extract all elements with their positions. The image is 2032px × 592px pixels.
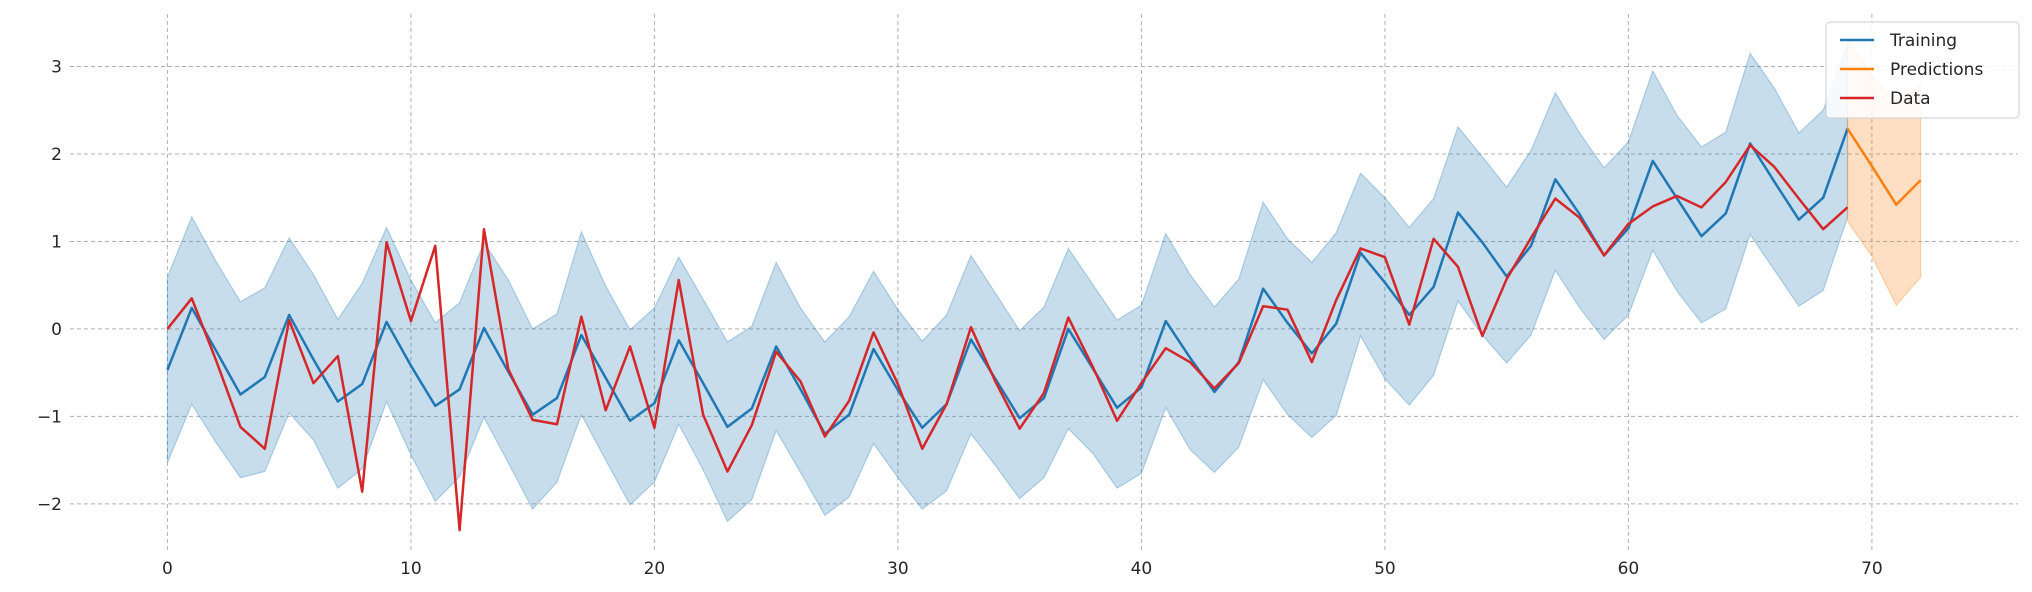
x-tick-label-70: 70 <box>1861 559 1883 579</box>
grid-lines <box>70 14 2018 552</box>
confidence-bands <box>166 36 1922 523</box>
band-training-interval <box>166 43 1849 523</box>
y-tick-label--2: −2 <box>37 495 62 515</box>
x-tick-label-50: 50 <box>1374 559 1396 579</box>
legend-label-predictions: Predictions <box>1890 60 1983 80</box>
y-tick-label-3: 3 <box>51 57 62 77</box>
series-lines <box>166 127 1922 532</box>
legend-label-data: Data <box>1890 89 1931 109</box>
y-tick-label-2: 2 <box>51 145 62 165</box>
x-tick-label-0: 0 <box>162 559 173 579</box>
y-axis-tick-labels: −2 −1 0 1 2 3 <box>37 57 62 514</box>
legend-label-training: Training <box>1889 31 1957 51</box>
x-tick-label-20: 20 <box>644 559 666 579</box>
series-line-predictions <box>1846 127 1922 206</box>
legend-box <box>1825 21 2020 119</box>
x-tick-label-60: 60 <box>1618 559 1640 579</box>
y-tick-label-0: 0 <box>51 320 62 340</box>
y-tick-label--1: −1 <box>37 407 62 427</box>
x-tick-label-40: 40 <box>1131 559 1153 579</box>
series-line-data <box>166 143 1849 532</box>
x-axis-tick-labels: 0 10 20 30 40 50 60 70 <box>162 559 1883 579</box>
x-tick-label-30: 30 <box>887 559 909 579</box>
y-tick-label-1: 1 <box>51 232 62 252</box>
x-tick-label-10: 10 <box>400 559 422 579</box>
legend: Training Predictions Data <box>1825 21 2020 119</box>
